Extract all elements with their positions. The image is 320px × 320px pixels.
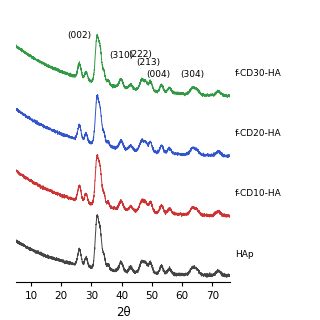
Text: (002): (002): [67, 31, 92, 40]
Text: (310): (310): [109, 52, 133, 60]
Text: f-CD30-HA: f-CD30-HA: [235, 69, 282, 78]
Text: (213): (213): [136, 58, 160, 67]
Text: (004): (004): [146, 70, 170, 79]
X-axis label: 2θ: 2θ: [116, 306, 131, 319]
Text: (304): (304): [180, 70, 205, 79]
Text: f-CD10-HA: f-CD10-HA: [235, 189, 282, 198]
Text: (222): (222): [128, 50, 152, 59]
Text: HAp: HAp: [235, 250, 253, 259]
Text: f-CD20-HA: f-CD20-HA: [235, 129, 282, 139]
